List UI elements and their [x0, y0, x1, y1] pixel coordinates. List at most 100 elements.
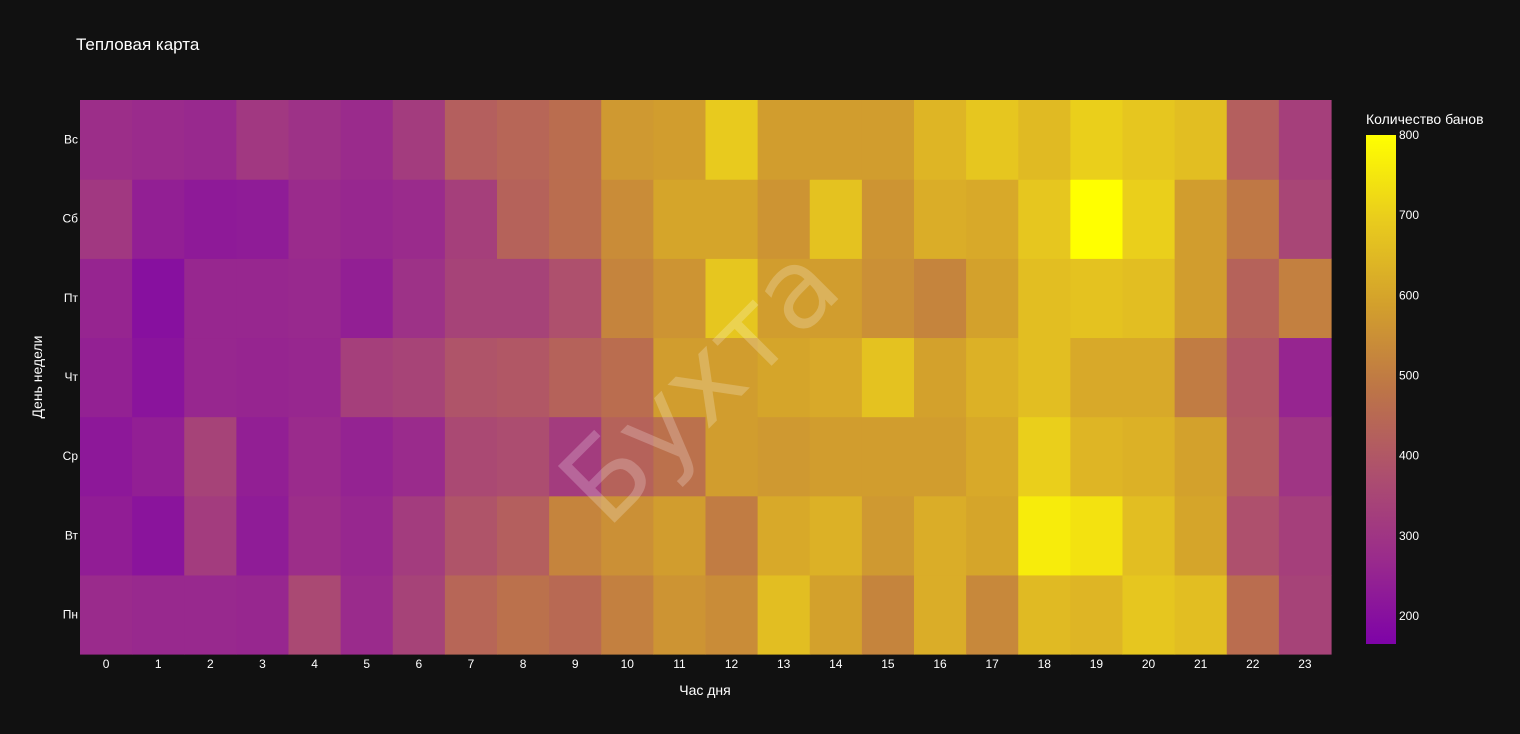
heatmap-cell	[653, 179, 707, 259]
heatmap-cell	[966, 179, 1019, 259]
heatmap-cell	[1278, 574, 1332, 655]
heatmap-cell	[1070, 258, 1124, 339]
heatmap-cell	[861, 100, 915, 180]
x-tick-label: 5	[363, 657, 370, 671]
x-tick-label: 18	[1038, 657, 1052, 671]
heatmap-cell	[653, 416, 707, 497]
x-tick-label: 4	[311, 657, 318, 671]
heatmap-cell	[705, 495, 759, 576]
heatmap-cell	[549, 100, 602, 180]
heatmap-cell	[966, 258, 1019, 339]
heatmap-cell	[1070, 100, 1124, 180]
heatmap-cell	[1018, 258, 1071, 339]
heatmap-cell	[966, 495, 1019, 576]
chart-title: Тепловая карта	[76, 35, 200, 54]
x-tick-label: 19	[1090, 657, 1104, 671]
heatmap-cell	[1018, 495, 1071, 576]
heatmap-cell	[757, 337, 811, 418]
heatmap-cell	[809, 100, 863, 180]
heatmap-cell	[1226, 179, 1280, 259]
heatmap-cell	[601, 337, 654, 418]
heatmap-cell	[236, 574, 290, 655]
heatmap-cell	[1278, 337, 1332, 418]
heatmap-cell	[80, 337, 133, 418]
heatmap-cell	[392, 179, 446, 259]
heatmap-cell	[340, 258, 394, 339]
heatmap-cell	[184, 179, 237, 259]
heatmap-cell	[1226, 574, 1280, 655]
heatmap-cell	[392, 258, 446, 339]
heatmap-cell	[236, 337, 290, 418]
x-tick-label: 20	[1142, 657, 1156, 671]
heatmap-cell	[444, 100, 498, 180]
heatmap-cell	[392, 574, 446, 655]
heatmap-cell	[1018, 574, 1071, 655]
colorbar-tick-label: 800	[1399, 128, 1419, 142]
heatmap-cell	[1122, 258, 1176, 339]
heatmap-cell	[757, 258, 811, 339]
heatmap-cell	[601, 495, 654, 576]
heatmap-cell	[132, 416, 185, 497]
heatmap-cell	[1018, 337, 1071, 418]
heatmap-cell	[861, 337, 915, 418]
heatmap-cell	[1174, 337, 1228, 418]
x-tick-label: 23	[1298, 657, 1312, 671]
x-tick-label: 13	[777, 657, 791, 671]
heatmap-cell	[236, 416, 290, 497]
y-tick-label: Вт	[65, 528, 79, 542]
heatmap-cell	[1226, 495, 1280, 576]
heatmap-cell	[392, 495, 446, 576]
heatmap-cell	[809, 495, 863, 576]
colorbar-tick-label: 400	[1399, 449, 1419, 463]
heatmap-cell	[132, 337, 185, 418]
heatmap-cell	[236, 179, 290, 259]
x-tick-label: 15	[881, 657, 895, 671]
heatmap-cell	[1174, 495, 1228, 576]
heatmap-cell	[549, 416, 602, 497]
heatmap-cell	[1018, 179, 1071, 259]
y-axis-label: День недели	[29, 336, 45, 419]
heatmap-cell	[340, 179, 394, 259]
heatmap-cell	[1174, 179, 1228, 259]
heatmap-cell	[340, 337, 394, 418]
heatmap-cell	[966, 574, 1019, 655]
heatmap-cell	[80, 258, 133, 339]
heatmap-cell	[1226, 337, 1280, 418]
heatmap-cell	[861, 416, 915, 497]
heatmap-cell	[757, 495, 811, 576]
x-tick-label: 14	[829, 657, 843, 671]
heatmap-cell	[497, 574, 550, 655]
heatmap-cell	[549, 495, 602, 576]
heatmap-cell	[653, 258, 707, 339]
heatmap-cell	[1070, 337, 1124, 418]
x-tick-label: 3	[259, 657, 266, 671]
heatmap-cell	[184, 495, 237, 576]
heatmap-cell	[1278, 495, 1332, 576]
heatmap-cell	[497, 258, 550, 339]
heatmap-cell	[392, 416, 446, 497]
heatmap-cell	[861, 574, 915, 655]
y-tick-label: Пн	[63, 607, 78, 621]
x-tick-label: 9	[572, 657, 579, 671]
heatmap-cell	[914, 179, 967, 259]
heatmap-cell	[601, 574, 654, 655]
heatmap-cell	[705, 337, 759, 418]
heatmap-cell	[1226, 416, 1280, 497]
colorbar-tick-labels: 200 300 400 500 600 700 800	[1399, 128, 1419, 623]
heatmap-cell	[966, 416, 1019, 497]
heatmap-cell	[236, 100, 290, 180]
y-tick-labels: Пн Вт Ср Чт Пт Сб Вс	[62, 133, 78, 622]
heatmap-cell	[497, 100, 550, 180]
heatmap-cells	[80, 100, 1332, 655]
heatmap-cell	[1226, 100, 1280, 180]
x-tick-labels: 0 1 2 3 4 5 6 7 8 9 10 11 12 13 14 15 16 17 18 19 20 21 22 23	[103, 657, 1312, 671]
heatmap-cell	[444, 574, 498, 655]
heatmap-cell	[966, 337, 1019, 418]
heatmap-cell	[914, 574, 967, 655]
heatmap-cell	[184, 337, 237, 418]
heatmap-cell	[1122, 495, 1176, 576]
heatmap-cell	[705, 179, 759, 259]
heatmap-cell	[444, 179, 498, 259]
heatmap-cell	[497, 179, 550, 259]
heatmap-cell	[705, 574, 759, 655]
